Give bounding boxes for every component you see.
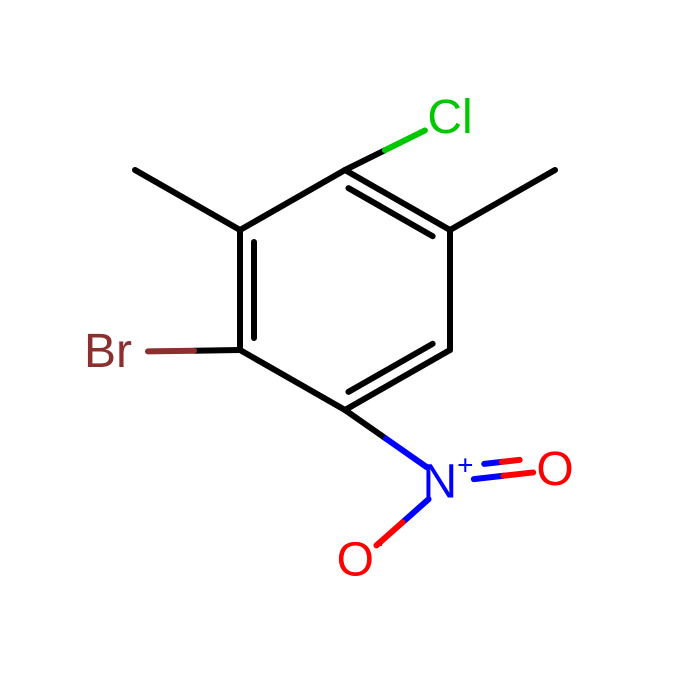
o2-label: O- [337,536,384,585]
cl-label: Cl [427,94,472,142]
molecule-canvas: Cl Br N+ O O- [0,0,700,700]
br-label: Br [84,328,132,376]
n-label: N+ [422,458,473,507]
o1-label: O [536,446,573,494]
